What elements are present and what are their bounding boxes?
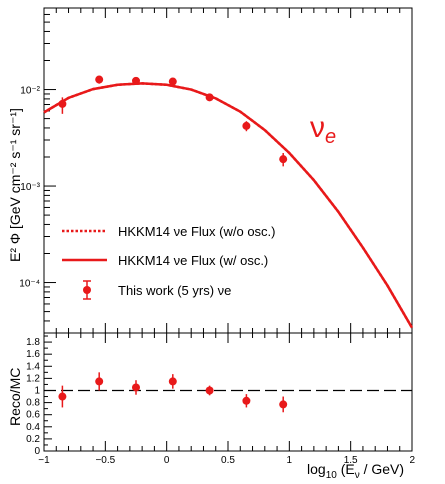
ratio-ytick-label: 0 [34, 446, 40, 457]
flux-data-point [95, 75, 104, 84]
flux-data-point-marker [205, 93, 214, 102]
ratio-data-point-marker [205, 386, 214, 395]
flux-data-point [279, 153, 288, 167]
flux-data-point [242, 121, 251, 132]
ratio-data-points [58, 372, 288, 413]
flux-ytick-label: 10⁻³ [20, 182, 40, 193]
flux-axis-ticks: 10⁻⁴ 10⁻³ 10⁻² [19, 7, 413, 334]
ratio-ytick-label: 1.8 [26, 337, 40, 348]
legend-label-no-osc: HKKM14 νe Flux (w/o osc.) [118, 224, 276, 239]
flux-ytick-label: 10⁻⁴ [19, 279, 40, 290]
ratio-xtick-label: 0 [164, 455, 170, 466]
flux-data-point [205, 93, 214, 102]
legend-label-data: This work (5 yrs) νe [118, 283, 231, 298]
ratio-ytick-label: 0.8 [26, 398, 40, 409]
nu-e-annotation: νe [310, 111, 336, 148]
ratio-xtick-label: 0.5 [221, 455, 235, 466]
ratio-data-point [168, 374, 177, 389]
flux-data-point [132, 76, 140, 85]
ratio-ytick-label: 0.6 [26, 410, 40, 421]
flux-data-point-marker [168, 77, 177, 86]
ratio-xtick-label: 2 [409, 455, 415, 466]
flux-data-point-marker [95, 75, 104, 84]
ratio-data-point [58, 385, 67, 408]
ratio-data-point-marker [242, 396, 251, 405]
ratio-panel: 00.20.40.60.811.21.41.61.8−1 −0.5 0 0.5 1 1.5… [7, 332, 415, 481]
flux-data-point [168, 77, 177, 86]
legend-swatch-data-marker [83, 286, 91, 294]
flux-ytick-label: 10⁻² [20, 86, 40, 97]
ratio-ylabel: Reco/MC [7, 368, 23, 426]
flux-curves [43, 82, 414, 329]
flux-data-point-marker [242, 121, 251, 130]
ratio-data-point [95, 372, 104, 391]
flux-panel: 10⁻⁴ 10⁻³ 10⁻² νe E² Φ [GeV cm⁻² s⁻¹ sr⁻¹]… [7, 7, 414, 334]
ratio-ytick-label: 1.6 [26, 349, 40, 360]
ratio-axis-ticks: 00.20.40.60.811.21.41.61.8−1 −0.5 0 0.5 1 1.5… [26, 333, 415, 466]
ratio-xtick-label: −1 [38, 455, 50, 466]
flux-data-point-marker [58, 99, 67, 108]
ratio-xtick-label: 1.5 [344, 455, 358, 466]
ratio-ytick-label: 1 [34, 385, 40, 396]
ratio-ytick-label: 1.4 [26, 361, 40, 372]
ratio-data-point [205, 385, 214, 396]
ratio-data-point [132, 380, 140, 395]
ratio-ytick-label: 0.2 [26, 434, 40, 445]
ratio-xtick-label: −0.5 [95, 455, 115, 466]
ratio-data-point-marker [132, 383, 140, 392]
flux-ylabel: E² Φ [GeV cm⁻² s⁻¹ sr⁻¹] [7, 108, 23, 262]
ratio-plot-frame [43, 332, 413, 452]
flux-data-point-marker [132, 76, 140, 85]
ratio-data-point [242, 394, 251, 408]
ratio-ytick-label: 0.4 [26, 422, 40, 433]
ratio-xtick-label: 1 [287, 455, 293, 466]
ratio-data-point-marker [168, 377, 177, 386]
ratio-data-point [279, 396, 288, 413]
curve-osc [43, 82, 414, 329]
flux-data-point-marker [279, 155, 288, 164]
flux-data-point [58, 97, 67, 114]
ratio-data-point-marker [279, 400, 288, 409]
legend: HKKM14 νe Flux (w/o osc.) HKKM14 νe Flux… [62, 224, 276, 300]
legend-label-osc: HKKM14 νe Flux (w/ osc.) [118, 253, 268, 268]
ratio-ytick-label: 1.2 [26, 373, 40, 384]
ratio-data-point-marker [95, 377, 104, 386]
flux-data-points [58, 75, 288, 167]
ratio-data-point-marker [58, 392, 67, 401]
